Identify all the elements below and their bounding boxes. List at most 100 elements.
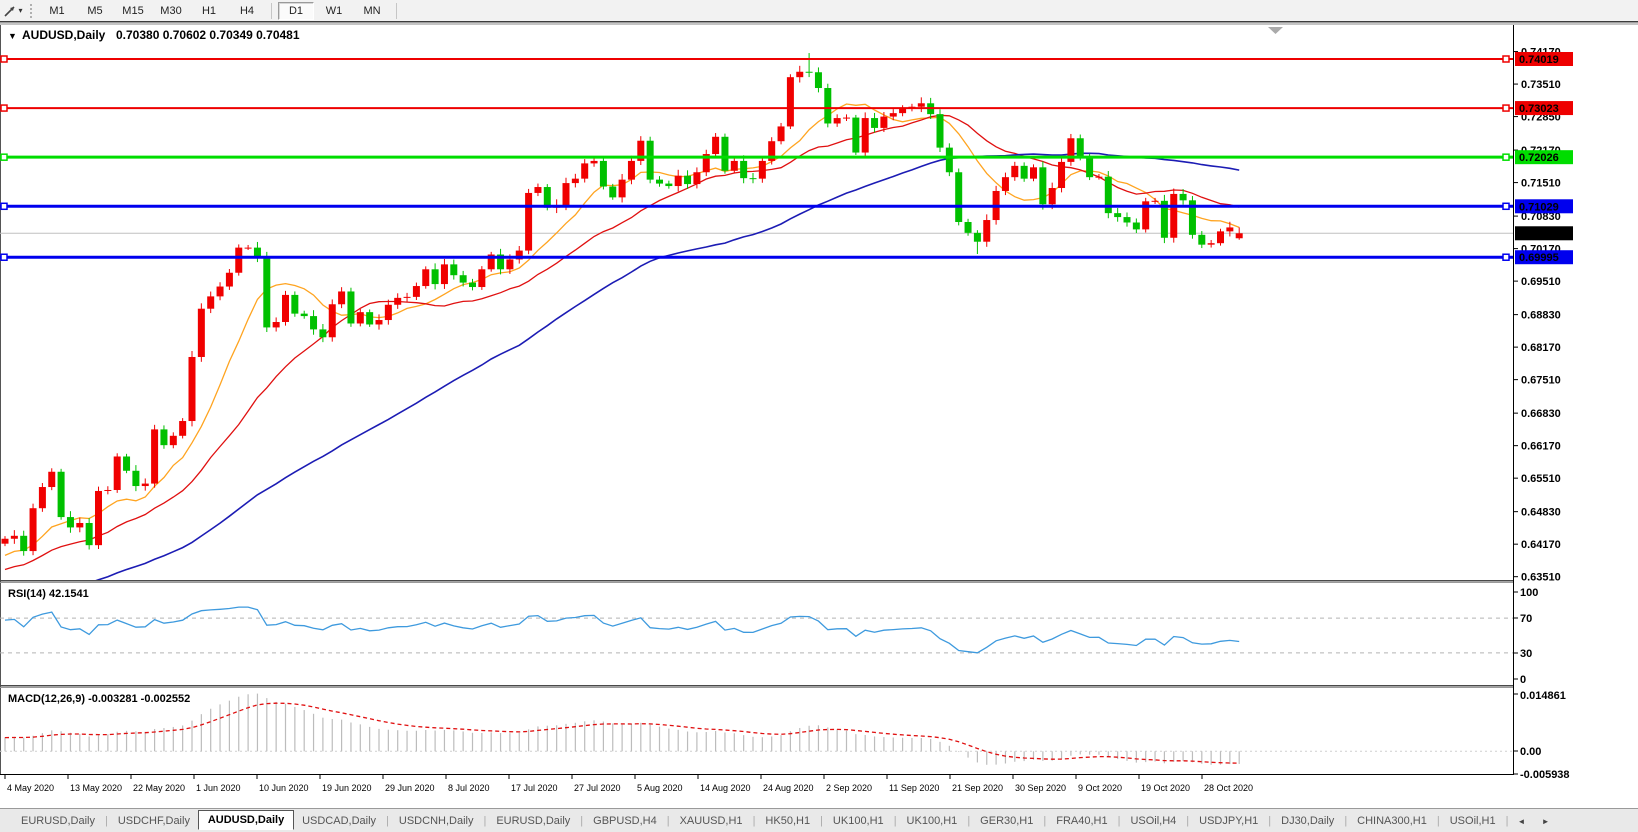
timeframe-button-m15[interactable]: M15 (122, 4, 144, 17)
timeframe-button-m1[interactable]: M1 (49, 4, 65, 17)
candle (796, 65, 804, 83)
candle-body (375, 320, 383, 325)
timeframe-button-h1[interactable]: H1 (201, 4, 217, 17)
candle-body (964, 222, 972, 233)
tab-scroll-arrows[interactable]: ◄ ► (1517, 816, 1557, 826)
candle-body (543, 187, 551, 208)
candle (843, 114, 850, 121)
tab-usoil-h1[interactable]: USOil,H1 (1449, 815, 1496, 827)
rsi-panel-separator[interactable] (0, 580, 1638, 582)
timeframe-button-w1[interactable]: W1 (325, 4, 343, 17)
line-handle-right[interactable] (1502, 55, 1510, 63)
candle-body (712, 136, 720, 155)
candle (487, 251, 495, 272)
tab-dj30-daily[interactable]: DJ30,Daily (1281, 815, 1335, 827)
line-handle-left[interactable] (0, 104, 8, 112)
date-label: 5 Aug 2020 (637, 783, 683, 793)
date-axis-labels: 4 May 2020 13 May 2020 22 May 2020 1 Jun 20… (4, 774, 1253, 793)
line-handle-right[interactable] (1502, 202, 1510, 211)
tab-uk100-h1[interactable]: UK100,H1 (906, 815, 958, 827)
candle-body (38, 487, 46, 509)
candle (1104, 171, 1112, 219)
price-axis-line[interactable] (1513, 25, 1514, 774)
line-handle-left[interactable] (0, 153, 8, 161)
macd-panel-separator[interactable] (0, 685, 1638, 687)
timeframe-button-d1[interactable]: D1 (278, 1, 314, 20)
line-handle-right[interactable] (1502, 104, 1510, 112)
window-left-border (0, 25, 1, 774)
candle-body (758, 160, 766, 179)
line-handle-right[interactable] (1502, 153, 1510, 161)
candle (571, 173, 579, 188)
tab-separator: | (1043, 815, 1047, 827)
main-price-panel[interactable] (0, 53, 1513, 609)
tab-fra40-h1[interactable]: FRA40,H1 (1056, 815, 1108, 827)
candle-body (796, 71, 804, 78)
tab-eurusd-daily[interactable]: EURUSD,Daily (496, 815, 571, 827)
tab-uk100-h1[interactable]: UK100,H1 (832, 815, 884, 827)
toolbar-grip[interactable] (30, 3, 32, 18)
price-axis-label: 0.68830 (1521, 310, 1561, 322)
tab-xauusd-h1[interactable]: XAUUSD,H1 (679, 815, 743, 827)
macd-signal-line (4, 702, 1240, 764)
price-axis-label: 0.67510 (1521, 375, 1561, 387)
timeframe-button-mn[interactable]: MN (363, 4, 381, 17)
tab-gbpusd-h4[interactable]: GBPUSD,H4 (593, 815, 657, 827)
candle-body (515, 250, 523, 260)
candle-body (1142, 201, 1150, 230)
tab-hk50-h1[interactable]: HK50,H1 (765, 815, 811, 827)
timeframe-button-m5[interactable]: M5 (87, 4, 103, 17)
candle-body (160, 429, 168, 446)
tab-ger30-h1[interactable]: GER30,H1 (980, 815, 1034, 827)
chart-tool-icon[interactable]: ▾ (0, 2, 26, 20)
candle (291, 291, 299, 317)
chart-area[interactable]: ▼ AUDUSD,Daily 0.70380 0.70602 0.70349 0… (0, 21, 1638, 808)
tab-usdcnh-daily[interactable]: USDCNH,Daily (398, 815, 474, 827)
hline-badge-label: 0.71029 (1519, 201, 1559, 213)
line-handle-left[interactable] (0, 253, 8, 261)
price-axis-label: 0.68170 (1521, 342, 1561, 354)
tab-usoil-h4[interactable]: USOil,H4 (1130, 815, 1177, 827)
date-label: 27 Jul 2020 (574, 783, 621, 793)
tab-audusd-daily[interactable]: AUDUSD,Daily (197, 810, 295, 830)
date-label: 10 Jun 2020 (259, 783, 309, 793)
chart-canvas[interactable]: ▼ AUDUSD,Daily 0.70380 0.70602 0.70349 0… (0, 21, 1638, 808)
date-label: 9 Oct 2020 (1078, 783, 1122, 793)
candle-body (1114, 213, 1122, 218)
date-label: 8 Jul 2020 (448, 783, 490, 793)
chart-shift-marker-icon[interactable] (1268, 27, 1283, 34)
candle-body (57, 471, 65, 518)
candle (57, 468, 65, 520)
candle (964, 218, 972, 236)
date-label: 19 Oct 2020 (1141, 783, 1190, 793)
tab-china300-h1[interactable]: CHINA300,H1 (1357, 815, 1427, 827)
candle (95, 486, 102, 550)
macd-label: MACD(12,26,9) -0.003281 -0.002552 (8, 693, 190, 705)
window-top-border (0, 21, 1638, 23)
candle-body (1020, 165, 1028, 179)
tab-usdchf-daily[interactable]: USDCHF,Daily (117, 815, 190, 827)
candle (777, 122, 785, 145)
candle (702, 149, 710, 177)
collapse-arrow-icon[interactable]: ▼ (8, 31, 17, 41)
line-handle-left[interactable] (0, 202, 8, 211)
tab-eurusd-daily[interactable]: EURUSD,Daily (21, 815, 95, 827)
candle (48, 468, 56, 491)
candle-body (197, 308, 205, 357)
timeframe-button-h4[interactable]: H4 (239, 4, 255, 17)
candle-body (534, 187, 542, 193)
line-handle-right[interactable] (1502, 253, 1510, 261)
candle-body (10, 535, 18, 539)
candle-body (777, 126, 785, 142)
candle-body (599, 160, 607, 187)
chevron-down-icon[interactable]: ▾ (18, 6, 23, 15)
line-handle-left[interactable] (0, 55, 8, 63)
tab-usdjpy-h1[interactable]: USDJPY,H1 (1199, 815, 1259, 827)
price-axis-label: 0.66170 (1521, 441, 1561, 453)
candle-body (141, 483, 149, 487)
tab-usdcad-daily[interactable]: USDCAD,Daily (302, 815, 377, 827)
candle (338, 287, 346, 309)
candle (20, 530, 28, 556)
timeframe-button-m30[interactable]: M30 (160, 4, 182, 17)
candle-body (1104, 176, 1112, 214)
